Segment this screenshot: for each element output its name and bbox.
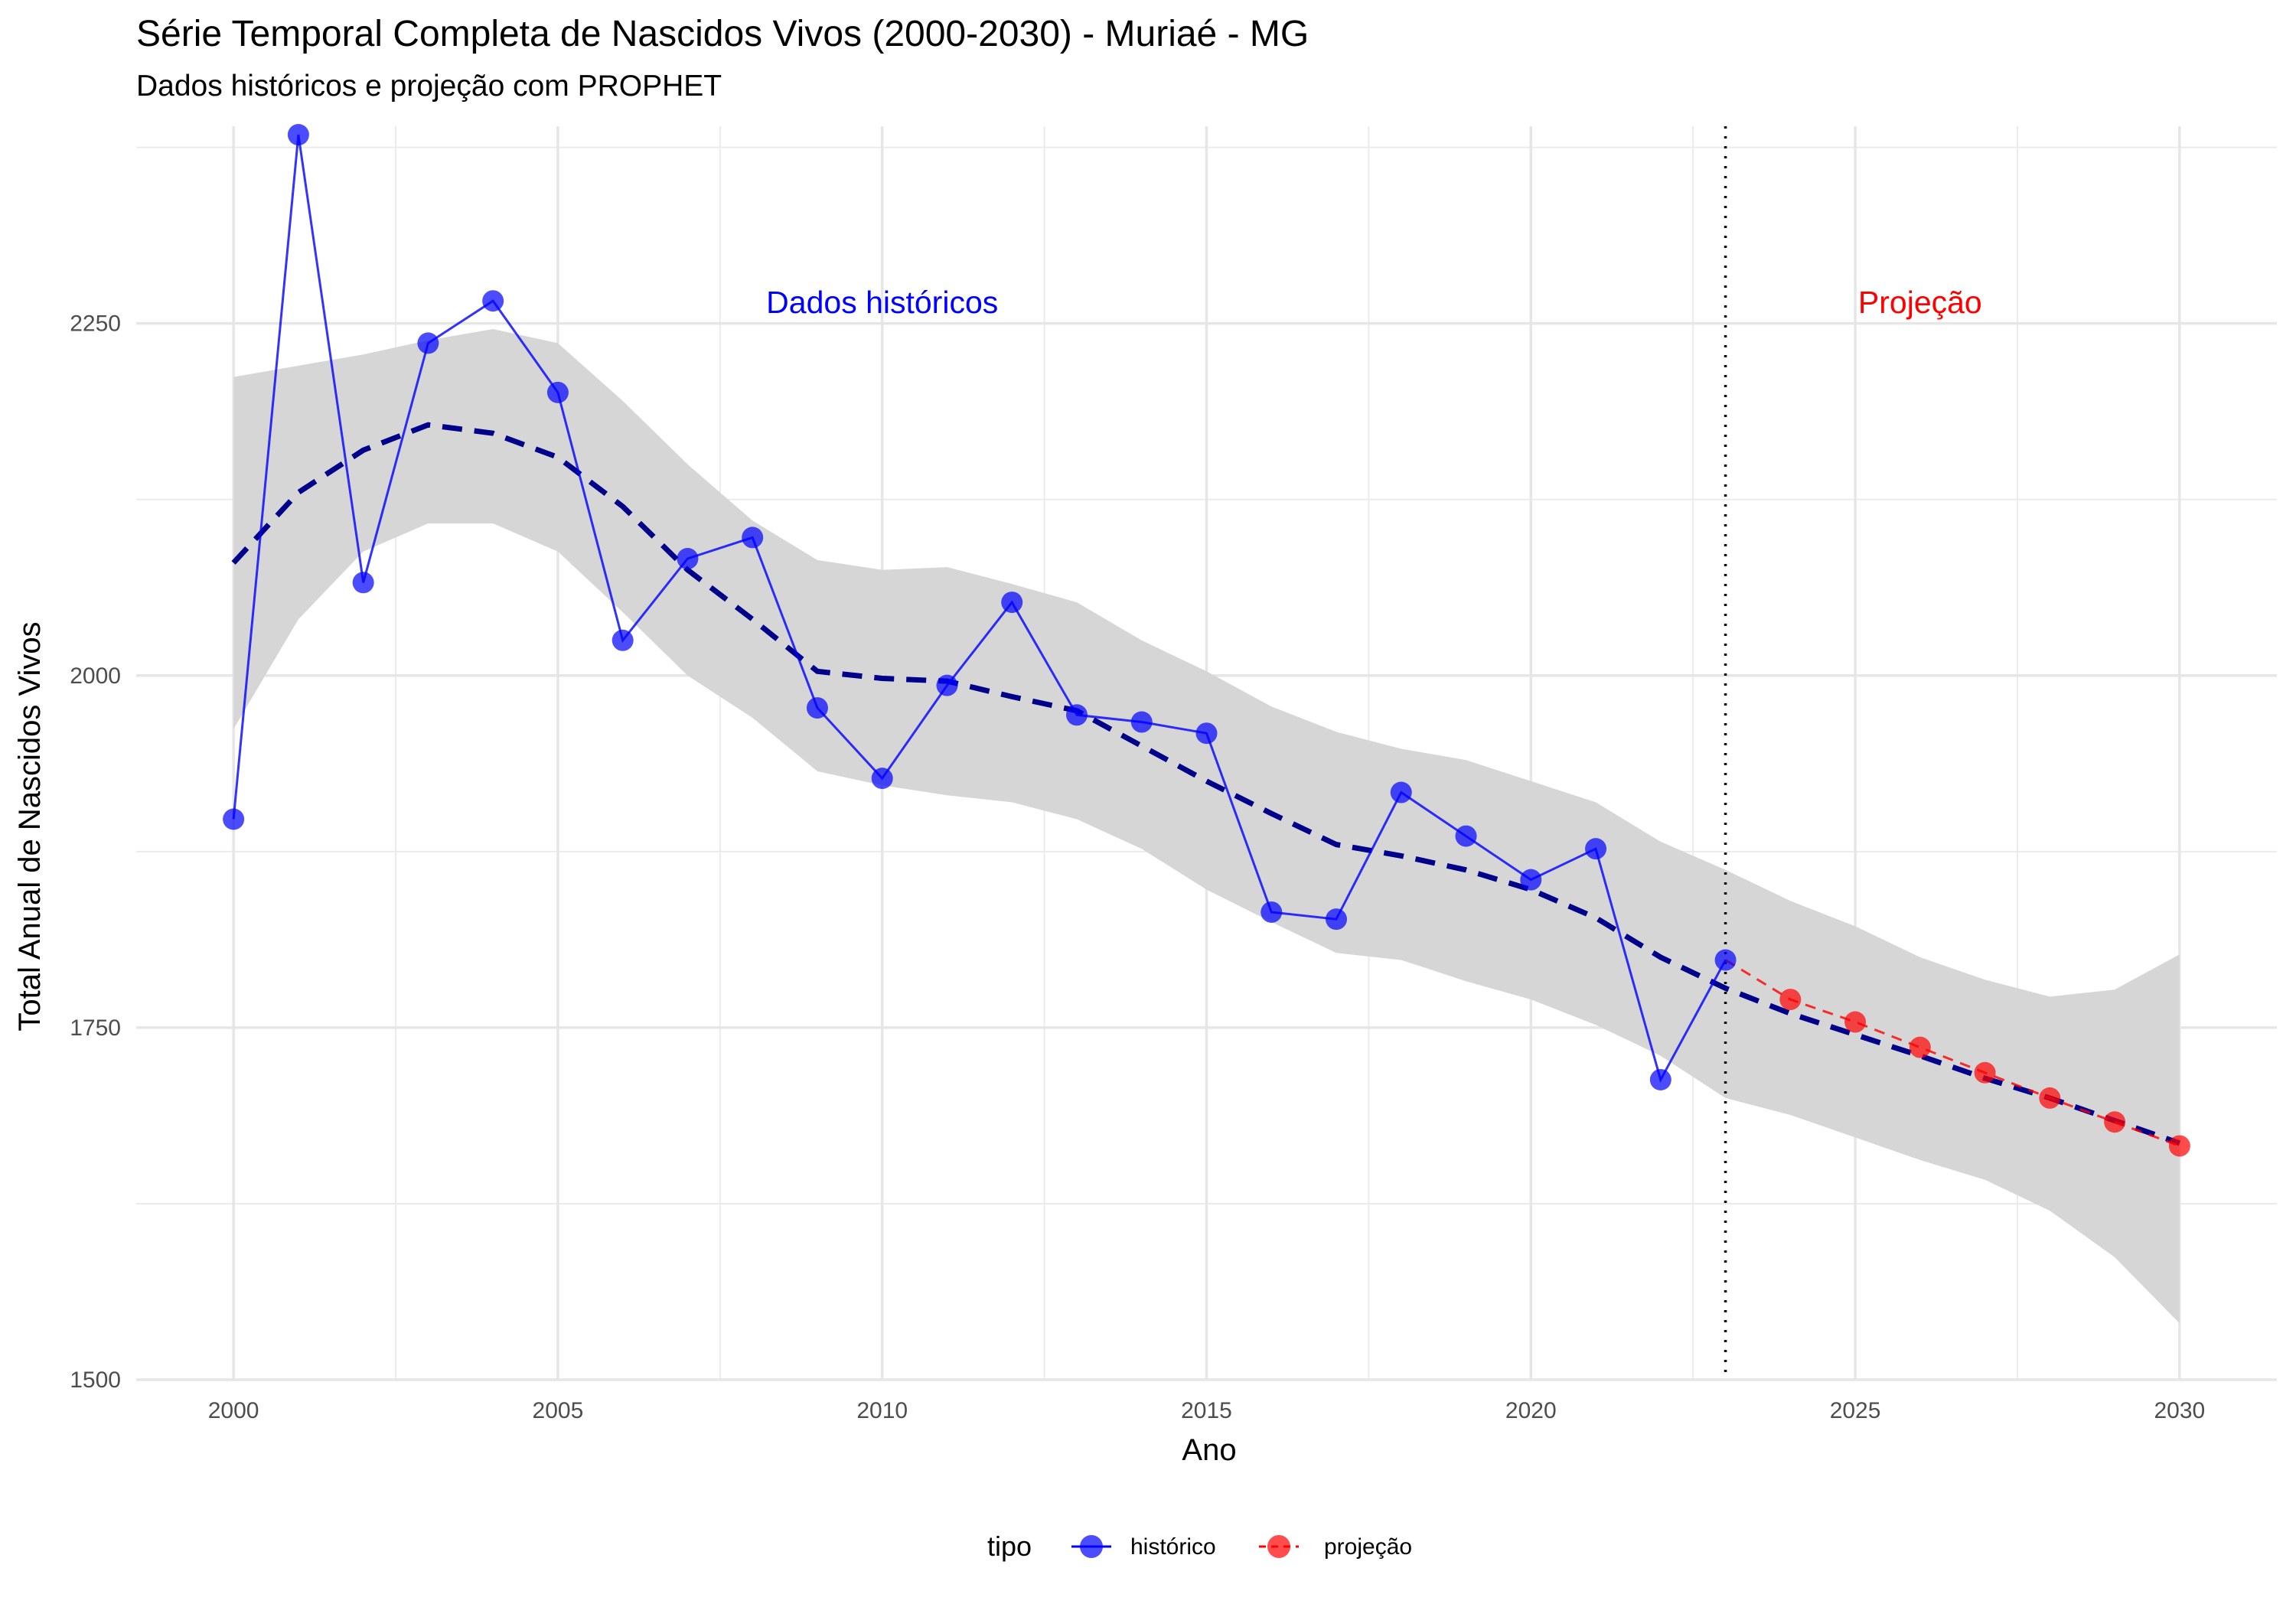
point-historico xyxy=(1520,869,1542,891)
point-historico xyxy=(677,548,699,570)
series-points xyxy=(223,124,2190,1157)
confidence-band xyxy=(233,329,2180,1324)
y-tick-label: 1500 xyxy=(70,1367,121,1393)
y-tick-label: 2250 xyxy=(70,311,121,337)
point-historico xyxy=(1455,825,1477,847)
y-axis-title: Total Anual de Nascidos Vivos xyxy=(13,621,47,1031)
chart-subtitle: Dados históricos e projeção com PROPHET xyxy=(136,70,722,103)
legend-label-historico: histórico xyxy=(1130,1534,1216,1560)
point-historico xyxy=(806,697,828,719)
point-historico xyxy=(287,124,309,146)
point-projecao xyxy=(1844,1011,1867,1033)
series-layer xyxy=(223,124,2190,1157)
point-historico xyxy=(1585,838,1607,860)
x-axis-title: Ano xyxy=(1182,1433,1236,1467)
point-historico xyxy=(1649,1068,1671,1090)
point-historico xyxy=(1001,592,1023,614)
legend-item-historico: histórico xyxy=(1071,1534,1216,1560)
series-line-historico xyxy=(232,134,1727,1083)
point-projecao xyxy=(1974,1061,1996,1084)
point-historico xyxy=(482,290,504,312)
point-historico xyxy=(223,808,245,830)
legend-dot-historico xyxy=(1080,1535,1103,1558)
point-historico xyxy=(546,381,569,403)
point-historico xyxy=(1326,908,1348,931)
point-historico xyxy=(1195,722,1218,745)
x-tick-label: 2020 xyxy=(1505,1398,1557,1423)
legend-title: tipo xyxy=(987,1530,1032,1562)
point-historico xyxy=(417,332,439,354)
point-historico xyxy=(612,629,634,651)
point-historico xyxy=(871,768,893,790)
point-projecao xyxy=(1909,1036,1931,1058)
series-line-projecao xyxy=(1724,959,2180,1147)
x-tick-label: 2015 xyxy=(1181,1398,1232,1423)
x-tick-label: 2030 xyxy=(2154,1398,2205,1423)
legend-dot-projecao xyxy=(1267,1535,1290,1558)
series-lines xyxy=(232,134,2180,1147)
chart-title: Série Temporal Completa de Nascidos Vivo… xyxy=(136,14,1309,54)
x-tick-label: 2010 xyxy=(856,1398,908,1423)
x-tick-label: 2025 xyxy=(1830,1398,1881,1423)
point-projecao xyxy=(2039,1087,2061,1109)
point-projecao xyxy=(2104,1111,2126,1133)
annotation-projecao: Projeção xyxy=(1858,285,1982,320)
legend-item-projecao: projeção xyxy=(1259,1534,1412,1560)
point-historico xyxy=(936,674,958,696)
trend-layer xyxy=(231,422,2181,1146)
point-historico xyxy=(1065,704,1088,726)
legend: tipo histórico projeção xyxy=(987,1530,1412,1562)
point-historico xyxy=(1130,711,1153,733)
x-tick-label: 2000 xyxy=(208,1398,259,1423)
annotation-historico: Dados históricos xyxy=(766,285,998,320)
x-tick-label: 2005 xyxy=(533,1398,584,1423)
legend-label-projecao: projeção xyxy=(1324,1534,1412,1560)
y-axis-ticks: 1500 1750 2000 2250 xyxy=(70,311,121,1393)
x-axis-ticks: 2000 2005 2010 2015 2020 2025 2030 xyxy=(208,1398,2205,1423)
point-historico xyxy=(742,526,764,549)
y-tick-label: 1750 xyxy=(70,1015,121,1041)
point-projecao xyxy=(1779,989,1802,1011)
trend-line xyxy=(231,422,2181,1146)
annotation-layer: Dados históricos Projeção xyxy=(766,285,1982,320)
point-historico xyxy=(1714,949,1737,971)
point-historico xyxy=(1390,781,1412,804)
point-historico xyxy=(1261,901,1283,923)
y-tick-label: 2000 xyxy=(70,663,121,689)
point-historico xyxy=(352,572,374,594)
point-projecao xyxy=(2168,1135,2190,1157)
